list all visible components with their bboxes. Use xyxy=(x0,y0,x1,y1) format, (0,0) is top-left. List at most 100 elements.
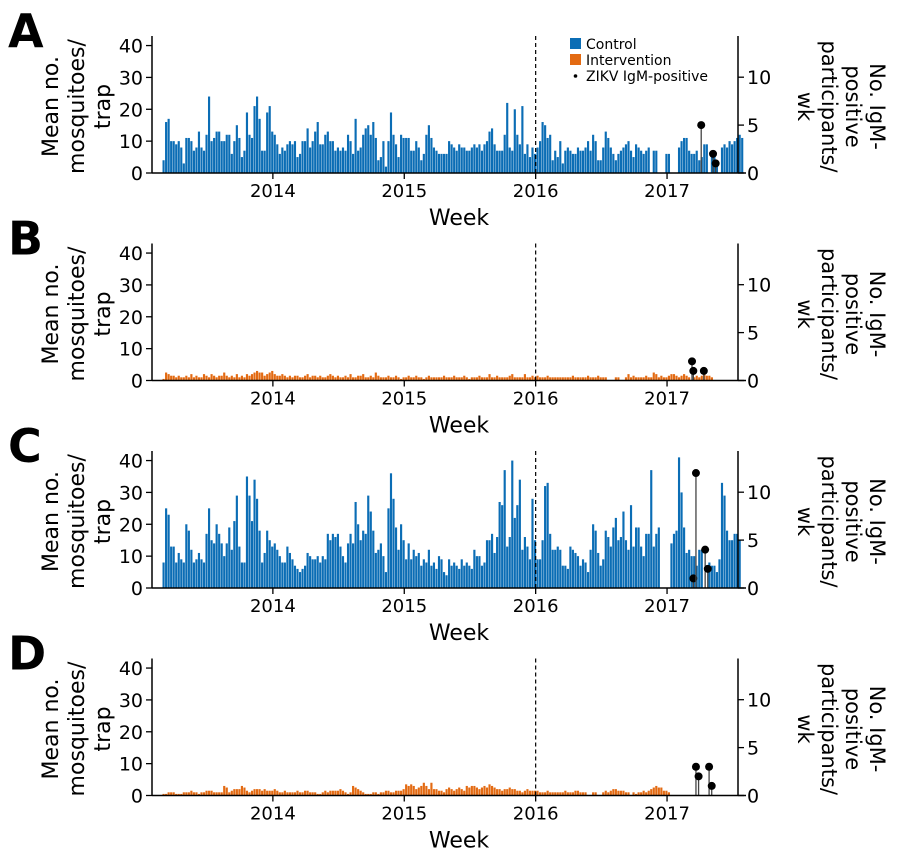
bar xyxy=(384,166,388,173)
y-axis-label-right: wk xyxy=(793,299,817,329)
bar xyxy=(576,790,580,796)
y-tick-label-left: 0 xyxy=(131,163,143,185)
bar xyxy=(432,377,436,381)
bar xyxy=(230,790,233,796)
bar xyxy=(589,377,592,381)
bar xyxy=(417,377,420,381)
bar xyxy=(710,377,713,381)
bar xyxy=(581,377,585,381)
legend-label: Intervention xyxy=(586,53,671,69)
bar xyxy=(170,141,173,173)
bar xyxy=(619,150,622,173)
bar xyxy=(220,375,223,381)
bar xyxy=(738,134,741,173)
bar xyxy=(192,792,195,796)
bar xyxy=(425,562,428,588)
bar xyxy=(362,134,365,173)
bar xyxy=(192,562,195,588)
bar xyxy=(703,144,706,173)
bar xyxy=(296,375,299,381)
bar xyxy=(205,134,208,173)
bar xyxy=(645,533,648,588)
bar xyxy=(511,460,514,588)
bar xyxy=(291,377,294,381)
bar xyxy=(298,572,302,588)
bar xyxy=(617,540,620,588)
bar xyxy=(354,501,357,588)
bar xyxy=(276,790,279,796)
bar xyxy=(544,125,547,173)
bar xyxy=(367,495,370,588)
bar xyxy=(655,374,658,381)
bar xyxy=(720,147,724,173)
bar xyxy=(521,106,524,173)
y-tick-label-left: 10 xyxy=(119,546,143,568)
bar xyxy=(425,134,428,173)
bar xyxy=(667,153,671,173)
bar xyxy=(379,157,382,173)
bar xyxy=(720,482,724,588)
bar xyxy=(445,153,448,173)
bar xyxy=(273,134,276,173)
bar xyxy=(286,377,289,381)
bar xyxy=(589,549,592,588)
bar xyxy=(597,160,600,173)
bar xyxy=(336,375,340,381)
x-tick-label: 2016 xyxy=(513,804,559,825)
bar xyxy=(215,131,218,173)
bar xyxy=(202,562,206,588)
bar xyxy=(483,562,486,588)
bar xyxy=(420,565,423,588)
bar xyxy=(632,157,635,173)
panel-c: C 0 10 20 30 40 0 5 10 2014 2015 2016 2017 Week Mean n… xyxy=(8,419,889,646)
bar xyxy=(662,377,665,381)
bar xyxy=(561,792,564,796)
bar xyxy=(372,530,375,588)
bar xyxy=(688,549,691,588)
bar xyxy=(238,377,241,381)
bar xyxy=(652,150,655,173)
bar xyxy=(592,524,595,588)
bar xyxy=(571,153,574,173)
bar xyxy=(245,476,249,588)
bar xyxy=(326,533,329,588)
bar xyxy=(271,546,274,588)
bar xyxy=(304,375,307,381)
bar xyxy=(604,131,607,173)
bar xyxy=(205,790,208,796)
bar xyxy=(263,552,266,588)
bar xyxy=(518,377,521,381)
bar xyxy=(256,789,259,796)
bar xyxy=(387,790,390,796)
bar xyxy=(389,112,393,173)
bar xyxy=(177,141,180,173)
bar xyxy=(718,559,721,588)
bar xyxy=(480,150,484,173)
bar xyxy=(627,792,630,796)
bar xyxy=(245,112,249,173)
bar xyxy=(283,150,286,173)
bar xyxy=(341,556,345,588)
bar xyxy=(389,473,393,588)
bar xyxy=(354,377,357,381)
bar xyxy=(536,790,539,796)
y-axis-label-left: Mean no. xyxy=(39,56,64,157)
bar xyxy=(498,789,501,796)
bar xyxy=(278,792,281,796)
bar xyxy=(698,160,701,173)
bar xyxy=(609,546,612,588)
y-tick-label-right: 5 xyxy=(747,323,759,345)
bar xyxy=(195,792,198,796)
y-axis-label-right: participants/ xyxy=(817,663,841,796)
bar xyxy=(556,377,559,381)
bar xyxy=(359,375,362,381)
bar xyxy=(538,377,542,381)
bar xyxy=(458,144,461,173)
bar xyxy=(533,377,537,381)
bar xyxy=(397,549,400,588)
bar xyxy=(627,141,630,173)
bar xyxy=(463,147,466,173)
bar xyxy=(503,789,506,796)
bar xyxy=(592,134,595,173)
bar xyxy=(359,540,362,588)
